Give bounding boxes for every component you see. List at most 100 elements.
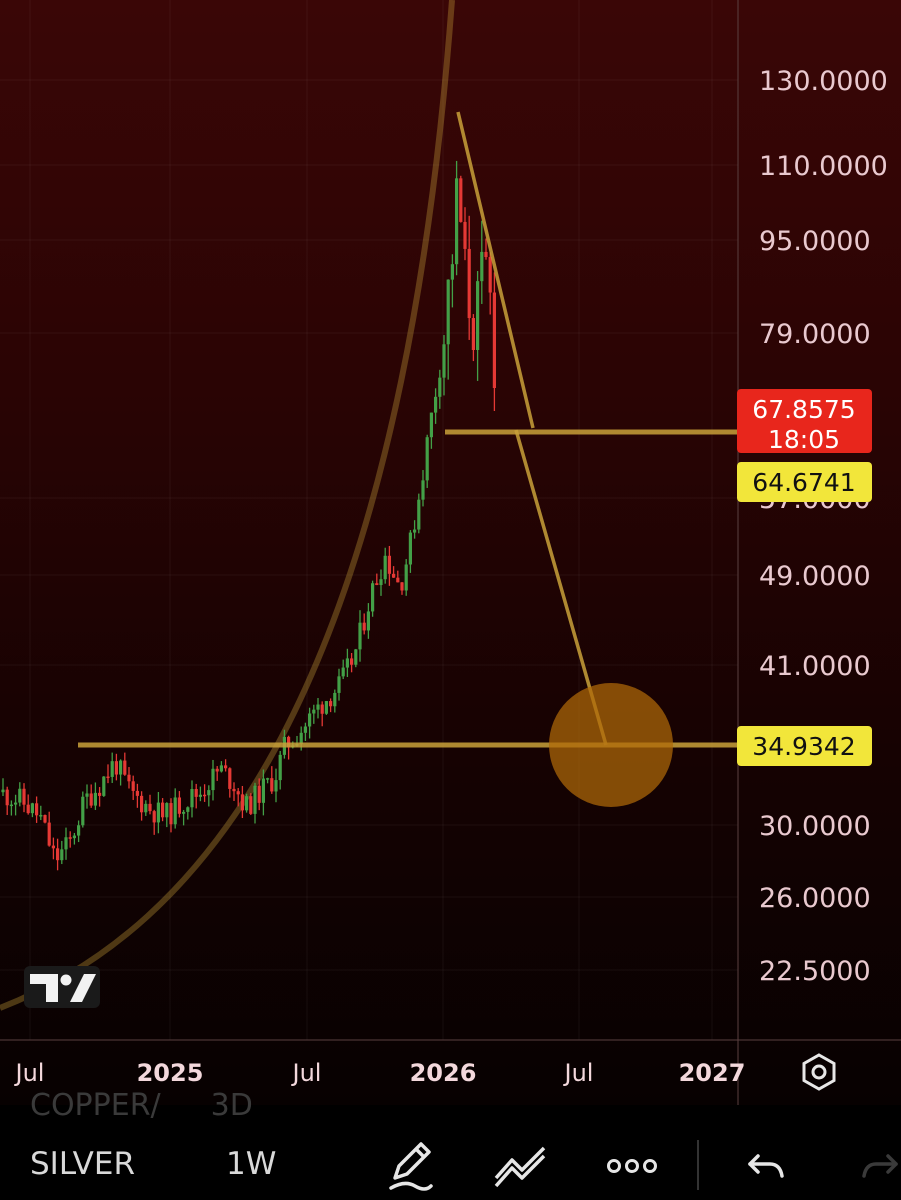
candle xyxy=(408,530,412,573)
candle xyxy=(383,547,387,584)
candle xyxy=(287,735,291,760)
candle xyxy=(186,806,190,820)
candle xyxy=(1,778,5,797)
level-upper-value: 64.6741 xyxy=(752,468,855,497)
candle xyxy=(123,752,127,776)
chart-settings-icon[interactable] xyxy=(802,1053,836,1091)
undo-icon[interactable] xyxy=(744,1136,788,1194)
candle xyxy=(156,791,160,834)
candle xyxy=(316,698,320,719)
candle xyxy=(110,752,114,783)
candle xyxy=(257,778,261,811)
candle xyxy=(161,798,165,822)
candle xyxy=(375,573,379,586)
candle xyxy=(203,784,207,802)
more-icon[interactable] xyxy=(606,1136,660,1194)
candle xyxy=(345,648,349,677)
candle xyxy=(60,840,64,865)
last-price-tag xyxy=(737,389,872,453)
candle xyxy=(425,434,429,488)
y-tick-label: 30.0000 xyxy=(759,811,871,842)
candle xyxy=(9,800,13,816)
y-tick-label: 26.0000 xyxy=(759,883,871,914)
candle xyxy=(51,837,55,860)
candle xyxy=(102,776,106,797)
candle xyxy=(429,412,433,449)
candle xyxy=(253,782,257,824)
interval-button[interactable]: 1W xyxy=(226,1146,277,1182)
candle xyxy=(438,369,442,409)
y-tick-label: 79.0000 xyxy=(759,319,871,350)
candle xyxy=(308,707,312,739)
y-tick-label: 49.0000 xyxy=(759,561,871,592)
candle xyxy=(236,788,240,807)
candle xyxy=(77,820,81,843)
candle xyxy=(329,698,333,713)
candle xyxy=(219,761,223,773)
pencil-icon[interactable] xyxy=(385,1136,435,1194)
candle xyxy=(224,759,228,772)
candle xyxy=(81,791,85,828)
parabolic-curve-drawing[interactable] xyxy=(0,0,455,1011)
candle xyxy=(56,838,60,871)
redo-icon[interactable] xyxy=(858,1136,901,1194)
prev-symbol: COPPER/ xyxy=(30,1088,161,1123)
candle xyxy=(417,493,421,534)
candle xyxy=(30,802,34,818)
candle xyxy=(371,580,375,617)
drawing-tools-icon[interactable] xyxy=(492,1136,550,1194)
candle xyxy=(324,700,328,715)
time-axis[interactable]: Jul 2025 Jul 2026 Jul 2027 xyxy=(0,1039,901,1087)
price-chart[interactable]: 130.0000110.000095.000079.000057.000049.… xyxy=(0,0,901,1105)
trend-drawings[interactable] xyxy=(78,111,738,807)
bar-countdown: 18:05 xyxy=(768,425,840,454)
parabolic-curve xyxy=(0,0,455,1011)
candle xyxy=(459,175,463,223)
x-tick-label: Jul xyxy=(563,1059,594,1087)
candle xyxy=(135,783,139,808)
level-lower-value: 34.9342 xyxy=(752,732,855,761)
y-tick-label: 22.5000 xyxy=(759,956,871,987)
candle xyxy=(274,768,278,803)
trendline xyxy=(456,111,535,429)
candle xyxy=(215,766,219,781)
candle xyxy=(93,782,97,810)
level-tag-lower xyxy=(737,726,872,766)
candle xyxy=(64,827,68,860)
candle xyxy=(404,559,408,596)
candle xyxy=(270,766,274,794)
tradingview-logo-icon xyxy=(24,966,100,1008)
x-tick-label: Jul xyxy=(291,1059,322,1087)
chart-area[interactable]: 130.0000110.000095.000079.000057.000049.… xyxy=(0,0,901,1105)
candle xyxy=(278,750,282,790)
candle xyxy=(354,648,358,668)
candle xyxy=(14,794,18,816)
candle xyxy=(182,809,186,826)
candle xyxy=(198,786,202,802)
y-tick-label: 110.0000 xyxy=(759,151,888,182)
candle xyxy=(245,793,249,813)
candle xyxy=(492,272,496,411)
previous-symbol-row: COPPER/ 3D xyxy=(30,1088,253,1123)
symbol-button[interactable]: SILVER xyxy=(30,1146,136,1182)
candle xyxy=(467,215,471,340)
candle xyxy=(392,566,396,578)
candle xyxy=(366,603,370,639)
candle xyxy=(266,777,270,784)
candle xyxy=(362,613,366,635)
candle xyxy=(173,788,177,829)
candle xyxy=(471,314,475,362)
candle xyxy=(320,701,324,727)
candle xyxy=(68,831,72,848)
candle xyxy=(455,160,459,276)
candle xyxy=(47,811,51,847)
last-price-value: 67.8575 xyxy=(752,395,855,424)
candle xyxy=(484,238,488,260)
price-axis[interactable]: 130.0000110.000095.000079.000057.000049.… xyxy=(737,0,888,1105)
candle xyxy=(488,252,492,315)
x-tick-label: 2026 xyxy=(410,1059,477,1087)
candle xyxy=(421,470,425,507)
target-circle xyxy=(549,683,673,807)
candle xyxy=(303,722,307,741)
